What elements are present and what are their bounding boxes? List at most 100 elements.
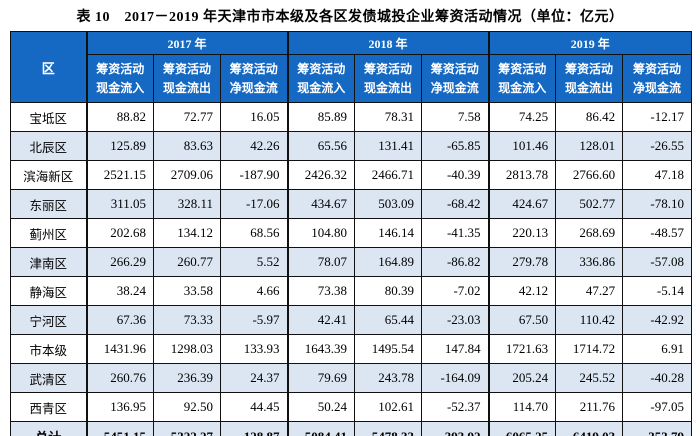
- sub-header-2017-outflow: 筹资活动 现金流出: [153, 54, 221, 103]
- table-row: 津南区 266.29 260.77 5.52 78.07 164.89 -86.…: [10, 247, 692, 277]
- value-cell: 2766.60: [555, 160, 624, 190]
- value-cell: 147.84: [421, 334, 490, 364]
- value-cell: 68.56: [219, 218, 289, 248]
- value-cell: 102.61: [354, 392, 423, 422]
- region-cell: 津南区: [10, 247, 87, 277]
- value-cell: -26.55: [622, 131, 692, 161]
- total-row: 总计 5451.15 5322.27 128.87 5084.41 5478.3…: [10, 421, 692, 436]
- year-header-row: 区 2017 年 2018 年 2019 年: [10, 31, 692, 103]
- region-cell: 武清区: [10, 363, 87, 393]
- value-cell: 74.25: [487, 102, 557, 132]
- total-value-cell: 5084.41: [286, 421, 356, 436]
- total-value-cell: 128.87: [219, 421, 289, 436]
- value-cell: 42.26: [219, 131, 289, 161]
- value-cell: 85.89: [286, 102, 356, 132]
- value-cell: 1431.96: [85, 334, 154, 364]
- value-cell: -23.03: [421, 305, 490, 335]
- value-cell: 236.39: [153, 363, 221, 393]
- region-cell: 宁河区: [10, 305, 87, 335]
- year-group-2019: 2019 年: [487, 31, 692, 55]
- value-cell: 79.69: [286, 363, 356, 393]
- value-cell: 146.14: [354, 218, 423, 248]
- value-cell: 4.66: [219, 276, 289, 306]
- table-row: 西青区 136.95 92.50 44.45 50.24 102.61 -52.…: [10, 392, 692, 422]
- value-cell: 266.29: [85, 247, 154, 277]
- value-cell: 1298.03: [153, 334, 221, 364]
- table-row: 宝坻区 88.82 72.77 16.05 85.89 78.31 7.58 7…: [10, 102, 692, 132]
- value-cell: 6.91: [622, 334, 692, 364]
- table-row: 蓟州区 202.68 134.12 68.56 104.80 146.14 -4…: [10, 218, 692, 248]
- sub-header-2018-net: 筹资活动 净现金流: [421, 54, 490, 103]
- value-cell: -17.06: [219, 189, 289, 219]
- value-cell: 38.24: [85, 276, 154, 306]
- value-cell: -187.90: [219, 160, 289, 190]
- value-cell: 16.05: [219, 102, 289, 132]
- value-cell: -48.57: [622, 218, 692, 248]
- value-cell: 1714.72: [555, 334, 624, 364]
- value-cell: 260.76: [85, 363, 154, 393]
- value-cell: 44.45: [219, 392, 289, 422]
- total-value-cell: 5451.15: [85, 421, 154, 436]
- value-cell: 2521.15: [85, 160, 154, 190]
- total-value-cell: 5322.27: [153, 421, 221, 436]
- region-cell: 蓟州区: [10, 218, 87, 248]
- region-cell: 宝坻区: [10, 102, 87, 132]
- table-title: 表 10 2017－2019 年天津市市本级及各区发债城投企业筹资活动情况（单位…: [76, 10, 624, 25]
- table-row: 静海区 38.24 33.58 4.66 73.38 80.39 -7.02 4…: [10, 276, 692, 306]
- value-cell: -40.28: [622, 363, 692, 393]
- value-cell: 128.01: [555, 131, 624, 161]
- value-cell: -7.02: [421, 276, 490, 306]
- value-cell: -68.42: [421, 189, 490, 219]
- value-cell: 7.58: [421, 102, 490, 132]
- region-cell: 静海区: [10, 276, 87, 306]
- value-cell: 131.41: [354, 131, 423, 161]
- value-cell: -97.05: [622, 392, 692, 422]
- value-cell: 50.24: [286, 392, 356, 422]
- value-cell: 65.56: [286, 131, 356, 161]
- value-cell: 42.12: [487, 276, 557, 306]
- value-cell: 502.77: [555, 189, 624, 219]
- sub-header-2017-inflow: 筹资活动 现金流入: [85, 54, 154, 103]
- value-cell: -57.08: [622, 247, 692, 277]
- value-cell: 2426.32: [286, 160, 356, 190]
- total-value-cell: -353.79: [622, 421, 692, 436]
- value-cell: -5.14: [622, 276, 692, 306]
- total-label: 总计: [10, 421, 87, 436]
- value-cell: 328.11: [153, 189, 221, 219]
- value-cell: 268.69: [555, 218, 624, 248]
- value-cell: -5.97: [219, 305, 289, 335]
- value-cell: 67.50: [487, 305, 557, 335]
- region-column-header: 区: [10, 31, 87, 103]
- table-row: 宁河区 67.36 73.33 -5.97 42.41 65.44 -23.03…: [10, 305, 692, 335]
- value-cell: -41.35: [421, 218, 490, 248]
- value-cell: 42.41: [286, 305, 356, 335]
- value-cell: 73.38: [286, 276, 356, 306]
- value-cell: 101.46: [487, 131, 557, 161]
- value-cell: 73.33: [153, 305, 221, 335]
- value-cell: -42.92: [622, 305, 692, 335]
- sub-header-2019-inflow: 筹资活动 现金流入: [487, 54, 557, 103]
- value-cell: 311.05: [85, 189, 154, 219]
- value-cell: -12.17: [622, 102, 692, 132]
- value-cell: 2813.78: [487, 160, 557, 190]
- value-cell: 78.31: [354, 102, 423, 132]
- sub-header-row: 筹资活动 现金流入 筹资活动 现金流出 筹资活动 净现金流 筹资活动 现金流入 …: [11, 54, 692, 103]
- region-cell: 滨海新区: [10, 160, 87, 190]
- value-cell: 5.52: [219, 247, 289, 277]
- value-cell: 260.77: [153, 247, 221, 277]
- sub-header-2018-inflow: 筹资活动 现金流入: [286, 54, 356, 103]
- table-row: 东丽区 311.05 328.11 -17.06 434.67 503.09 -…: [10, 189, 692, 219]
- value-cell: 2466.71: [354, 160, 423, 190]
- value-cell: -164.09: [421, 363, 490, 393]
- total-value-cell: 6419.03: [555, 421, 624, 436]
- year-group-2018: 2018 年: [286, 31, 490, 55]
- value-cell: 279.78: [487, 247, 557, 277]
- value-cell: 202.68: [85, 218, 154, 248]
- value-cell: 65.44: [354, 305, 423, 335]
- value-cell: 336.86: [555, 247, 624, 277]
- table-row: 武清区 260.76 236.39 24.37 79.69 243.78 -16…: [10, 363, 692, 393]
- value-cell: 245.52: [555, 363, 624, 393]
- value-cell: 136.95: [85, 392, 154, 422]
- year-group-2017: 2017 年: [85, 31, 289, 55]
